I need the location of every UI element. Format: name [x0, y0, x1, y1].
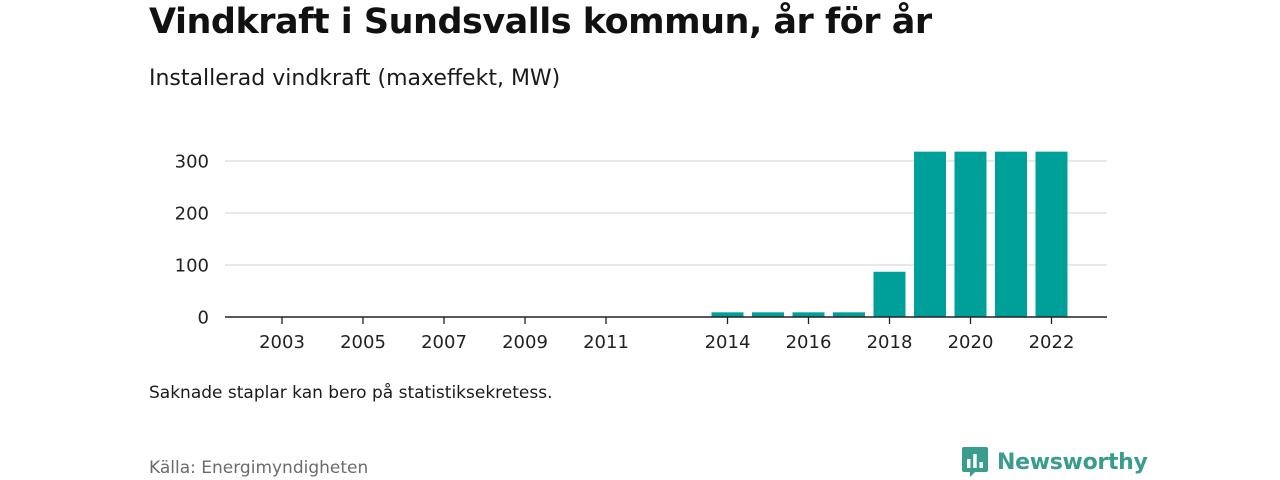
bar-2015: [752, 312, 784, 317]
chart-subtitle: Installerad vindkraft (maxeffekt, MW): [149, 66, 561, 91]
x-tick-label: 2014: [705, 332, 751, 353]
y-tick-label: 200: [175, 204, 209, 225]
source-credit: Källa: Energimyndigheten: [149, 458, 369, 478]
bars: [711, 151, 1068, 317]
chart-title: Vindkraft i Sundsvalls kommun, år för år: [149, 2, 932, 42]
footnote: Saknade staplar kan bero på statistiksek…: [149, 383, 553, 403]
bar-2018: [873, 271, 906, 317]
bar-2019: [914, 151, 946, 317]
y-axis-ticks: 0 100 200 300: [175, 152, 209, 329]
x-tick-label: 2005: [340, 332, 386, 353]
x-axis-ticks: 2003 2005 2007 2009 2011 2014 2016 2018 2020 2022: [259, 317, 1074, 353]
y-tick-label: 300: [175, 152, 209, 173]
newsworthy-logo-icon: [962, 447, 988, 477]
bar-2020: [954, 151, 987, 317]
bar-2014: [711, 312, 744, 317]
x-tick-label: 2009: [502, 332, 548, 353]
y-tick-label: 0: [198, 308, 209, 329]
bar-2022: [1035, 151, 1068, 317]
bar-2016: [792, 312, 825, 317]
x-tick-label: 2016: [786, 332, 832, 353]
x-tick-label: 2007: [421, 332, 467, 353]
bar-2021: [995, 151, 1027, 317]
y-tick-label: 100: [175, 256, 209, 277]
x-tick-label: 2022: [1029, 332, 1075, 353]
x-tick-label: 2018: [867, 332, 913, 353]
x-tick-label: 2003: [259, 332, 305, 353]
x-tick-label: 2011: [583, 332, 629, 353]
x-tick-label: 2020: [948, 332, 994, 353]
brand-logo[interactable]: Newsworthy: [961, 446, 1148, 478]
brand-name: Newsworthy: [997, 449, 1148, 475]
bar-2017: [833, 312, 865, 317]
